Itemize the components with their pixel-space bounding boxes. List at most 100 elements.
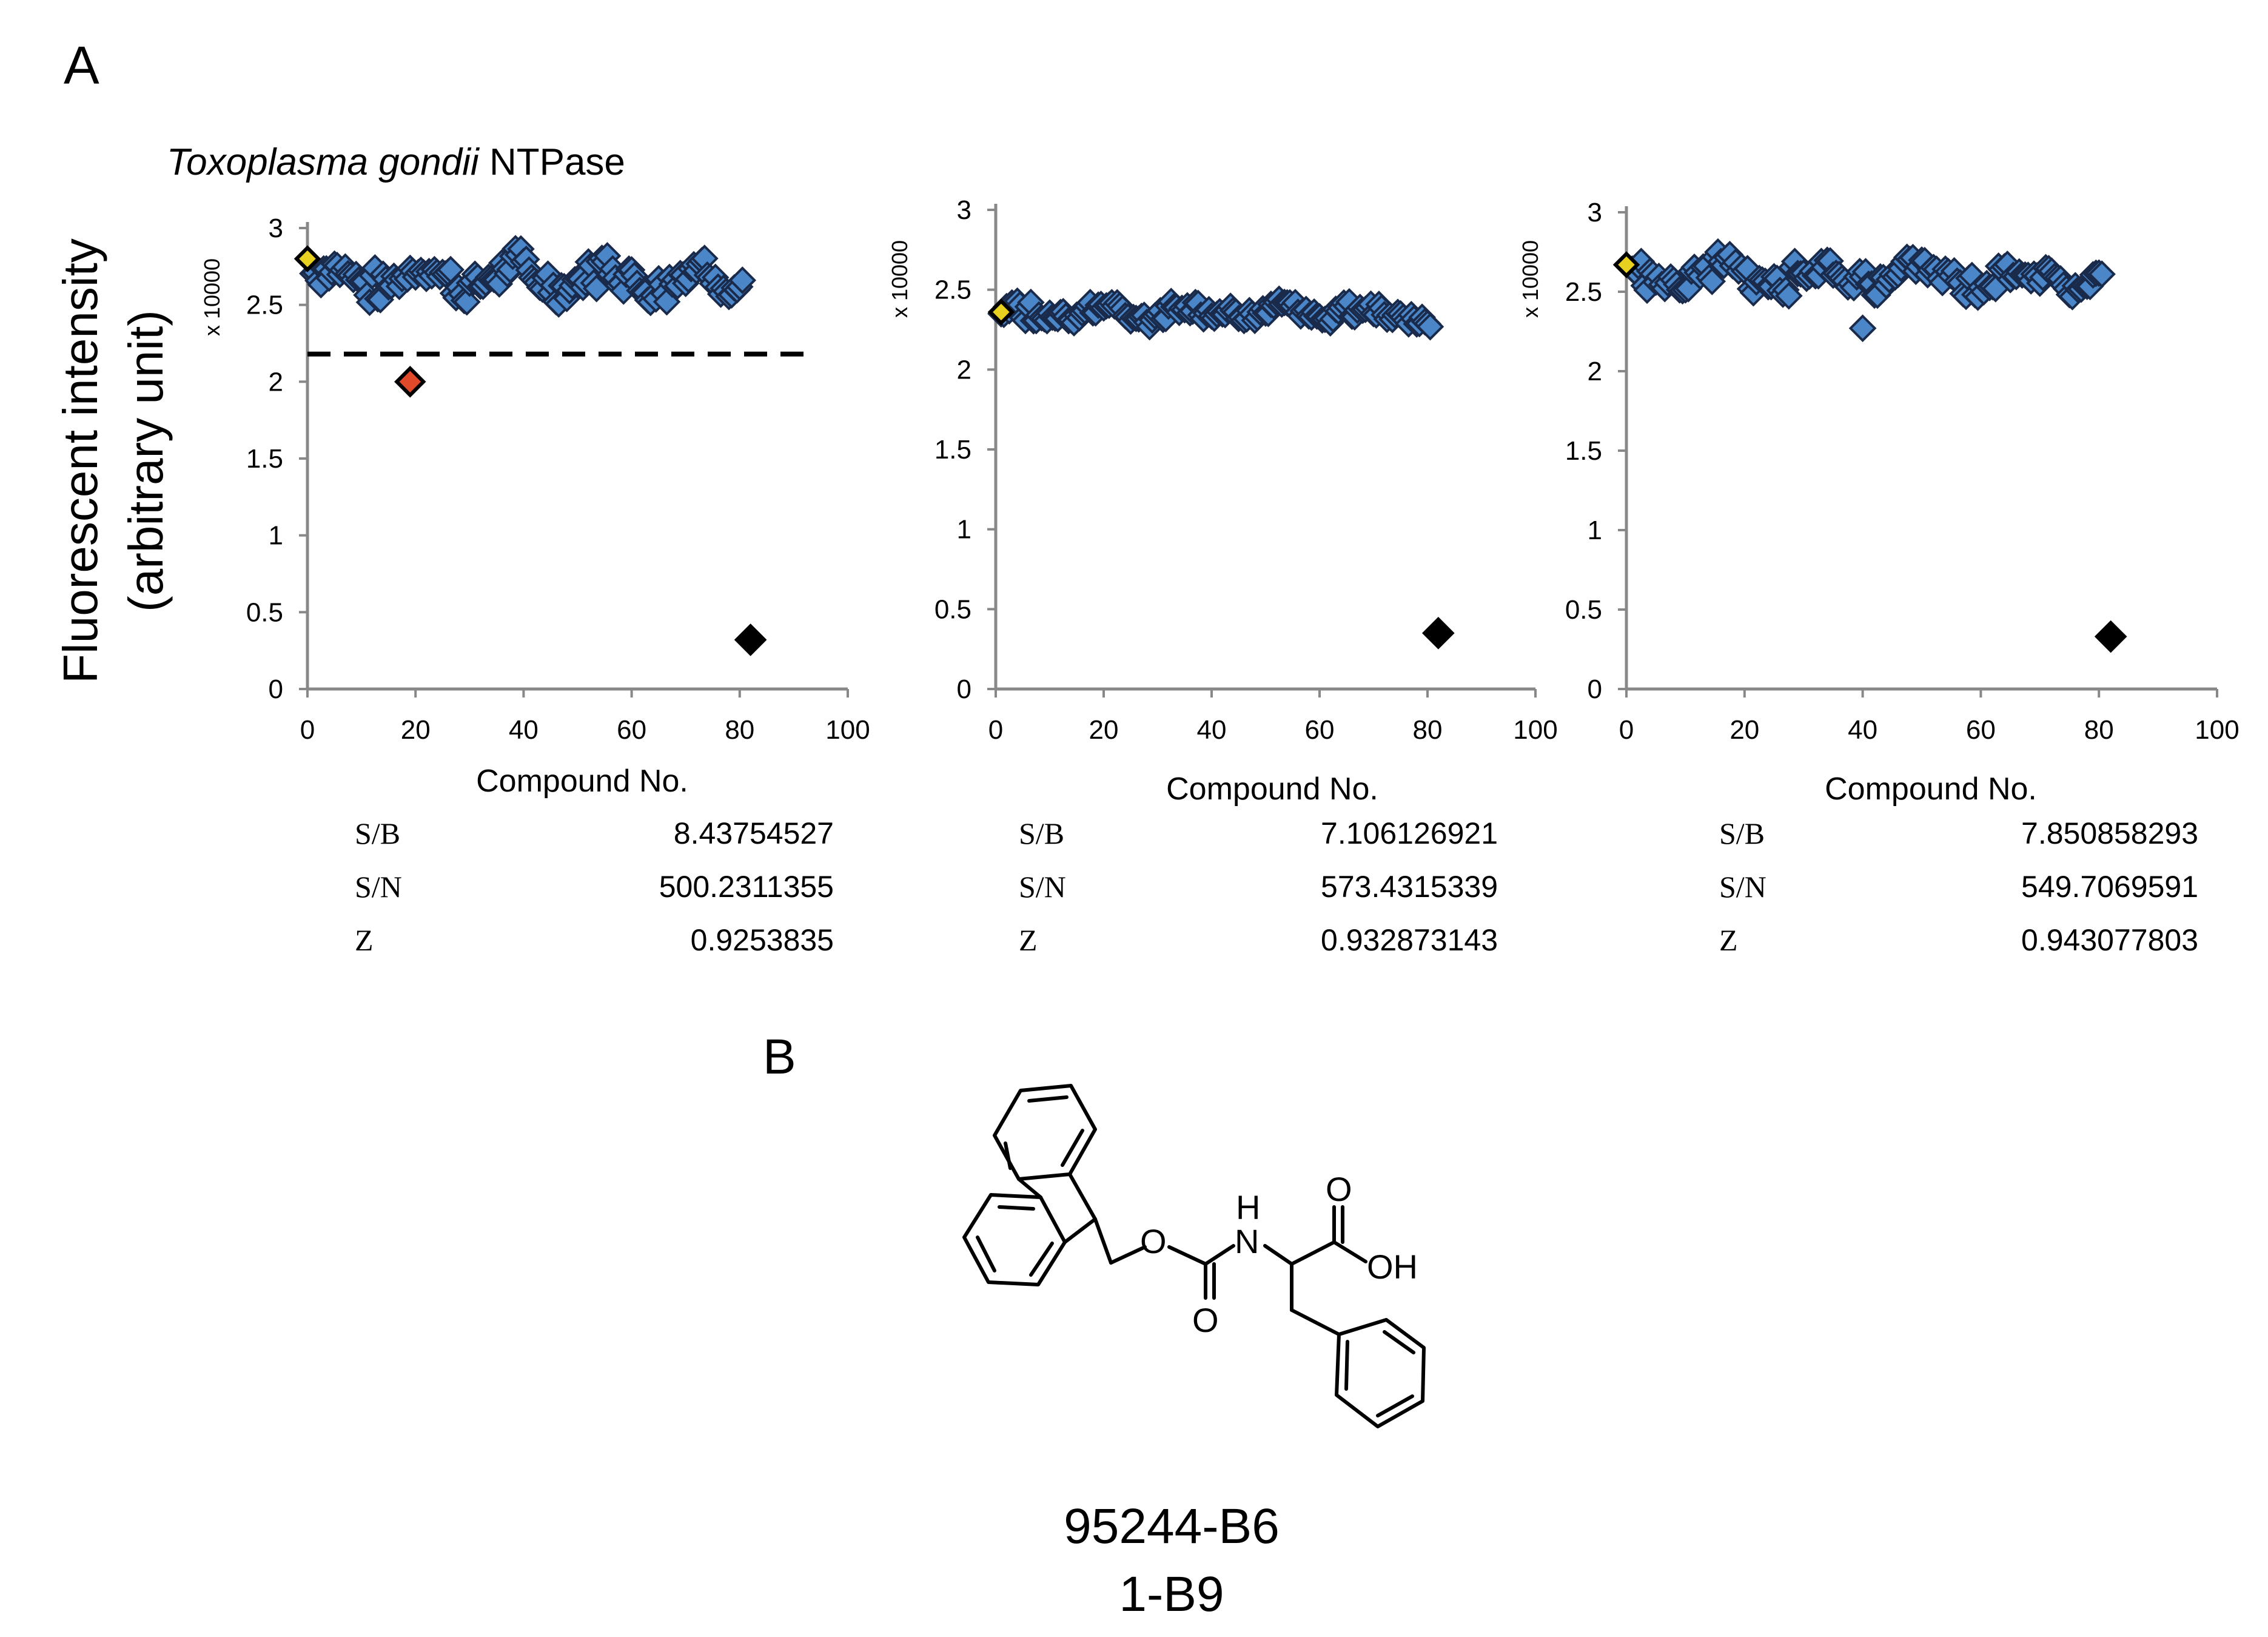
y-tick-label: 1.5 [934,435,971,465]
chart-2: 0 0.5 1 1.5 2 2.5 3 0 20 40 60 80 100 x 10000 Compound… [887,195,1558,807]
control-point [734,624,767,656]
y-tick-label: 2.5 [1565,277,1602,307]
panel-a-label: A [64,35,99,95]
stats-value: 8.43754527 [673,816,834,850]
stats-value: 573.4315339 [1321,870,1498,904]
stats-value: 7.850858293 [2021,816,2198,850]
bond [1017,1177,1042,1199]
data-point [582,274,611,303]
y-tick-label: 0 [269,674,283,704]
x-tick-label: 80 [725,715,754,745]
stats-label: S/B [1719,816,1765,850]
x-tick-label: 100 [825,715,870,745]
y-tick-label: 2 [1588,357,1602,386]
double-bond [1027,1095,1069,1103]
double-bond [1061,1129,1084,1167]
x-tick-label: 60 [617,715,646,745]
y-tick-label: 1.5 [246,444,283,474]
y-tick-label: 2.5 [246,291,283,320]
atom-labels: O O H N O OH [1140,1170,1418,1339]
stats-row: S/B 7.106126921 [1019,816,1498,858]
hit-point [394,366,426,398]
x-tick-label: 40 [1197,715,1227,745]
y-unit-label: x 10000 [200,258,224,336]
stats-row: S/B 8.43754527 [355,816,834,858]
x-tick-label: 20 [1730,715,1759,745]
bond [1093,1217,1113,1265]
stats-label: Z [355,923,374,957]
y-tick-label: 0 [957,674,971,704]
data-point [1698,267,1726,295]
bond [1167,1245,1207,1266]
y-axis-label-line1: Fluorescent intensity [53,238,107,684]
y-tick-label: 0.5 [246,597,283,627]
stats-value: 0.932873143 [1321,923,1498,957]
y-tick-label: 1 [269,521,283,551]
panel-b-label: B [763,1029,796,1084]
stats-label: S/N [1719,870,1766,904]
x-axis-label: Compound No. [476,764,688,799]
bond [1290,1308,1341,1336]
atom-label-oh: OH [1367,1248,1418,1286]
y-tick-label: 3 [269,213,283,243]
x-tick-label: 100 [2195,715,2239,745]
stats-value: 500.2311355 [659,870,834,904]
y-tick-label: 3 [957,195,971,225]
chemical-structure [962,1084,1426,1428]
x-tick-label: 40 [509,715,538,745]
y-tick-label: 2.5 [934,275,971,305]
stats-row: S/N 573.4315339 [1019,869,1498,912]
x-axis-label: Compound No. [1825,771,2037,807]
bond [1332,1240,1367,1263]
double-bond [1029,1242,1054,1277]
organism-title-italic: Toxoplasma gondii [167,141,480,183]
double-bond [1376,1394,1414,1417]
stats-row: Z 0.9253835 [355,923,834,965]
stats-label: S/B [355,816,401,850]
stats-row: Z 0.943077803 [1719,923,2198,965]
stats-label: S/B [1019,816,1065,850]
data-point [728,266,757,294]
double-bond [998,1205,1035,1211]
start-point [294,245,321,272]
y-tick-label: 2 [957,355,971,385]
organism-title-regular: NTPase [479,141,625,183]
control-point [2094,620,2127,653]
double-bond [1004,1141,1012,1170]
control-point [1421,617,1455,650]
x-tick-label: 0 [1619,715,1634,745]
x-tick-label: 60 [1305,715,1335,745]
x-tick-label: 0 [988,715,1003,745]
y-axis-label-line2: (arbitrary unit) [119,310,173,612]
y-tick-label: 1 [957,515,971,545]
stats-row: Z 0.932873143 [1019,923,1498,965]
x-tick-label: 100 [1513,715,1557,745]
stats-value: 7.106126921 [1321,816,1498,850]
stats-row: S/B 7.850858293 [1719,816,2198,858]
x-tick-label: 20 [1089,715,1119,745]
stats-row: S/N 549.7069591 [1719,869,2198,912]
atom-label-o-carbonyl: O [1192,1301,1219,1339]
atom-label-n: N [1235,1222,1259,1260]
start-point [987,298,1015,326]
x-tick-label: 20 [401,715,431,745]
stats-label: S/N [1019,870,1066,904]
y-tick-label: 1 [1588,516,1602,545]
data-point [453,287,481,316]
data-point [1775,281,1803,310]
organism-title: Toxoplasma gondii NTPase [167,141,625,183]
bond [1290,1240,1336,1266]
bond [1063,1217,1097,1244]
y-tick-label: 0.5 [934,594,971,624]
bond [1263,1244,1293,1266]
atom-label-h: H [1236,1188,1260,1226]
bond [1068,1172,1097,1221]
stats-label: S/N [355,870,402,904]
x-tick-label: 80 [1413,715,1443,745]
y-tick-label: 1.5 [1565,436,1602,466]
atom-label-o-acid: O [1326,1170,1352,1208]
y-tick-label: 2 [269,367,283,397]
y-tick-label: 3 [1588,198,1602,227]
stats-row: S/N 500.2311355 [355,869,834,912]
y-unit-label: x 10000 [1518,240,1543,318]
